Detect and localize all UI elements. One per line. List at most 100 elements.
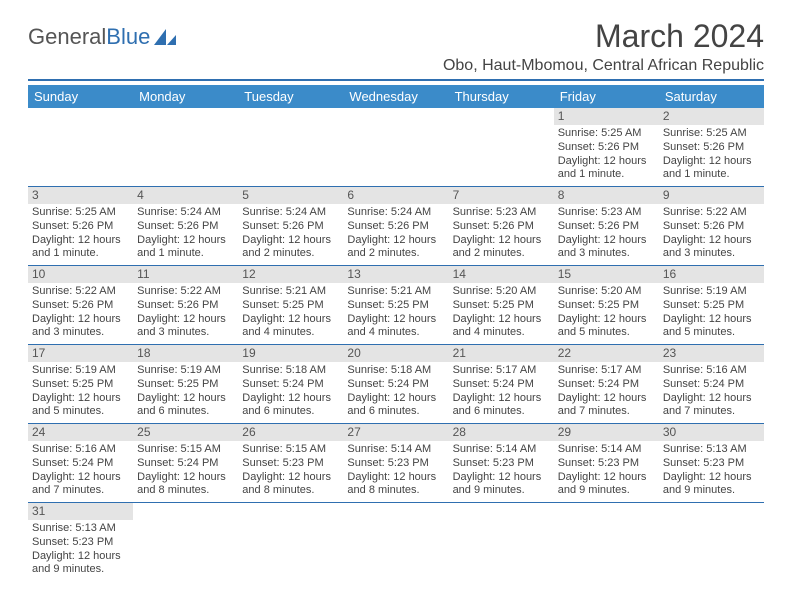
- daylight-line2: and 5 minutes.: [558, 326, 655, 340]
- daylight-line2: and 9 minutes.: [32, 563, 129, 577]
- daylight-line1: Daylight: 12 hours: [137, 313, 234, 327]
- day-number: 9: [659, 187, 764, 204]
- day-number: 15: [554, 266, 659, 283]
- daylight-line2: and 1 minute.: [558, 168, 655, 182]
- calendar-cell: 27Sunrise: 5:14 AMSunset: 5:23 PMDayligh…: [343, 424, 448, 503]
- day-number: 24: [28, 424, 133, 441]
- sunset-text: Sunset: 5:26 PM: [663, 141, 760, 155]
- calendar-cell: 16Sunrise: 5:19 AMSunset: 5:25 PMDayligh…: [659, 266, 764, 345]
- day-details: Sunrise: 5:21 AMSunset: 5:25 PMDaylight:…: [343, 283, 448, 344]
- day-details: Sunrise: 5:22 AMSunset: 5:26 PMDaylight:…: [28, 283, 133, 344]
- sunset-text: Sunset: 5:26 PM: [242, 220, 339, 234]
- calendar-cell: [449, 108, 554, 187]
- daylight-line1: Daylight: 12 hours: [347, 471, 444, 485]
- calendar-cell: 12Sunrise: 5:21 AMSunset: 5:25 PMDayligh…: [238, 266, 343, 345]
- day-number: 7: [449, 187, 554, 204]
- sunrise-text: Sunrise: 5:19 AM: [137, 364, 234, 378]
- day-details: Sunrise: 5:22 AMSunset: 5:26 PMDaylight:…: [659, 204, 764, 265]
- sunset-text: Sunset: 5:26 PM: [558, 220, 655, 234]
- daylight-line1: Daylight: 12 hours: [137, 392, 234, 406]
- sunrise-text: Sunrise: 5:20 AM: [558, 285, 655, 299]
- day-number: 16: [659, 266, 764, 283]
- calendar-cell: [238, 108, 343, 187]
- calendar-cell: 30Sunrise: 5:13 AMSunset: 5:23 PMDayligh…: [659, 424, 764, 503]
- calendar-cell: 15Sunrise: 5:20 AMSunset: 5:25 PMDayligh…: [554, 266, 659, 345]
- calendar-cell: 4Sunrise: 5:24 AMSunset: 5:26 PMDaylight…: [133, 187, 238, 266]
- daylight-line2: and 1 minute.: [32, 247, 129, 261]
- calendar-cell: 1Sunrise: 5:25 AMSunset: 5:26 PMDaylight…: [554, 108, 659, 187]
- calendar-cell: 25Sunrise: 5:15 AMSunset: 5:24 PMDayligh…: [133, 424, 238, 503]
- calendar-cell: [133, 503, 238, 582]
- day-number: 31: [28, 503, 133, 520]
- calendar-week: 3Sunrise: 5:25 AMSunset: 5:26 PMDaylight…: [28, 187, 764, 266]
- daylight-line2: and 3 minutes.: [137, 326, 234, 340]
- weekday-header: Tuesday: [238, 85, 343, 108]
- calendar-cell: 9Sunrise: 5:22 AMSunset: 5:26 PMDaylight…: [659, 187, 764, 266]
- sunrise-text: Sunrise: 5:15 AM: [242, 443, 339, 457]
- day-number: 6: [343, 187, 448, 204]
- day-details: Sunrise: 5:18 AMSunset: 5:24 PMDaylight:…: [343, 362, 448, 423]
- sunrise-text: Sunrise: 5:16 AM: [663, 364, 760, 378]
- day-details: Sunrise: 5:19 AMSunset: 5:25 PMDaylight:…: [133, 362, 238, 423]
- day-number: 25: [133, 424, 238, 441]
- location-row: Obo, Haut-Mbomou, Central African Republ…: [28, 57, 764, 81]
- day-details: Sunrise: 5:19 AMSunset: 5:25 PMDaylight:…: [659, 283, 764, 344]
- daylight-line1: Daylight: 12 hours: [32, 392, 129, 406]
- calendar-cell: 2Sunrise: 5:25 AMSunset: 5:26 PMDaylight…: [659, 108, 764, 187]
- daylight-line2: and 6 minutes.: [347, 405, 444, 419]
- day-details: Sunrise: 5:15 AMSunset: 5:23 PMDaylight:…: [238, 441, 343, 502]
- daylight-line2: and 9 minutes.: [663, 484, 760, 498]
- daylight-line2: and 4 minutes.: [453, 326, 550, 340]
- day-details: Sunrise: 5:16 AMSunset: 5:24 PMDaylight:…: [659, 362, 764, 423]
- brand-part2: Blue: [106, 24, 150, 50]
- sunrise-text: Sunrise: 5:14 AM: [558, 443, 655, 457]
- daylight-line2: and 2 minutes.: [242, 247, 339, 261]
- daylight-line2: and 9 minutes.: [453, 484, 550, 498]
- day-number: 21: [449, 345, 554, 362]
- daylight-line1: Daylight: 12 hours: [347, 392, 444, 406]
- day-details: Sunrise: 5:24 AMSunset: 5:26 PMDaylight:…: [343, 204, 448, 265]
- calendar-cell: 7Sunrise: 5:23 AMSunset: 5:26 PMDaylight…: [449, 187, 554, 266]
- calendar-week: 1Sunrise: 5:25 AMSunset: 5:26 PMDaylight…: [28, 108, 764, 187]
- day-details: Sunrise: 5:25 AMSunset: 5:26 PMDaylight:…: [659, 125, 764, 186]
- daylight-line1: Daylight: 12 hours: [32, 550, 129, 564]
- daylight-line1: Daylight: 12 hours: [347, 234, 444, 248]
- daylight-line2: and 9 minutes.: [558, 484, 655, 498]
- daylight-line1: Daylight: 12 hours: [453, 392, 550, 406]
- sunset-text: Sunset: 5:23 PM: [242, 457, 339, 471]
- sunrise-text: Sunrise: 5:25 AM: [558, 127, 655, 141]
- day-number: 13: [343, 266, 448, 283]
- calendar-week: 31Sunrise: 5:13 AMSunset: 5:23 PMDayligh…: [28, 503, 764, 582]
- daylight-line1: Daylight: 12 hours: [453, 234, 550, 248]
- daylight-line1: Daylight: 12 hours: [242, 392, 339, 406]
- calendar-cell: 28Sunrise: 5:14 AMSunset: 5:23 PMDayligh…: [449, 424, 554, 503]
- calendar-cell: [659, 503, 764, 582]
- calendar-cell: 19Sunrise: 5:18 AMSunset: 5:24 PMDayligh…: [238, 345, 343, 424]
- calendar-cell: 6Sunrise: 5:24 AMSunset: 5:26 PMDaylight…: [343, 187, 448, 266]
- calendar-week: 17Sunrise: 5:19 AMSunset: 5:25 PMDayligh…: [28, 345, 764, 424]
- brand-logo: GeneralBlue: [28, 18, 178, 50]
- sunset-text: Sunset: 5:24 PM: [453, 378, 550, 392]
- daylight-line2: and 7 minutes.: [32, 484, 129, 498]
- month-title: March 2024: [595, 18, 764, 55]
- sunrise-text: Sunrise: 5:15 AM: [137, 443, 234, 457]
- daylight-line2: and 7 minutes.: [663, 405, 760, 419]
- daylight-line2: and 1 minute.: [137, 247, 234, 261]
- weekday-row: Sunday Monday Tuesday Wednesday Thursday…: [28, 85, 764, 108]
- sunrise-text: Sunrise: 5:13 AM: [32, 522, 129, 536]
- calendar-cell: [554, 503, 659, 582]
- sunrise-text: Sunrise: 5:14 AM: [453, 443, 550, 457]
- day-details: Sunrise: 5:13 AMSunset: 5:23 PMDaylight:…: [659, 441, 764, 502]
- header: GeneralBlue March 2024: [28, 18, 764, 55]
- calendar-cell: 8Sunrise: 5:23 AMSunset: 5:26 PMDaylight…: [554, 187, 659, 266]
- day-details: Sunrise: 5:21 AMSunset: 5:25 PMDaylight:…: [238, 283, 343, 344]
- day-number: 8: [554, 187, 659, 204]
- daylight-line1: Daylight: 12 hours: [32, 313, 129, 327]
- calendar-cell: [343, 503, 448, 582]
- day-details: Sunrise: 5:24 AMSunset: 5:26 PMDaylight:…: [238, 204, 343, 265]
- sunset-text: Sunset: 5:25 PM: [663, 299, 760, 313]
- day-number: 10: [28, 266, 133, 283]
- calendar-cell: 14Sunrise: 5:20 AMSunset: 5:25 PMDayligh…: [449, 266, 554, 345]
- daylight-line1: Daylight: 12 hours: [663, 392, 760, 406]
- calendar-cell: 22Sunrise: 5:17 AMSunset: 5:24 PMDayligh…: [554, 345, 659, 424]
